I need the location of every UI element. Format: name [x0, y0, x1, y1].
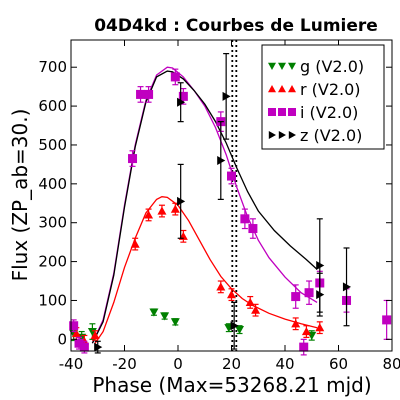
x-tick-label: 60	[329, 355, 348, 373]
data-point-0-7	[235, 326, 245, 335]
data-point-2-5	[144, 89, 154, 99]
data-point-2-10	[240, 214, 250, 224]
data-point-1-6	[170, 204, 180, 213]
legend-marker-1-0	[268, 85, 276, 93]
data-point-3-1	[177, 196, 186, 206]
y-tick-label: 200	[38, 253, 67, 271]
data-point-3-3	[217, 156, 226, 166]
data-point-3-8	[342, 282, 352, 292]
data-point-3-2	[177, 97, 186, 107]
x-tick-label: 20	[222, 355, 241, 373]
model-curve-3	[91, 70, 318, 344]
legend-marker-2-1	[278, 108, 286, 116]
data-point-1-12	[291, 319, 301, 328]
data-point-1-5	[157, 206, 167, 215]
axis-ticks: -40 -20 0 20 40 60 80 0 100 200 300 400 500 600 700	[38, 40, 400, 373]
data-point-2-3	[128, 154, 138, 164]
legend-box	[261, 44, 385, 150]
y-tick-label: 600	[38, 97, 67, 115]
data-point-2-11	[248, 224, 258, 234]
data-point-3-5	[230, 321, 239, 331]
data-point-3-0	[94, 342, 103, 352]
vertical-lines	[231, 40, 238, 351]
x-axis-label: Phase (Max=53268.21 mjd)	[92, 373, 371, 397]
legend-label-1: r (V2.0)	[300, 80, 361, 99]
model-curve-1	[94, 196, 318, 344]
data-point-0-4	[160, 312, 170, 321]
data-point-0-3	[149, 308, 159, 317]
chart-title: 04D4kd : Courbes de Lumiere	[94, 16, 378, 36]
legend-marker-3-0	[268, 131, 276, 139]
legend-marker-2-2	[288, 108, 296, 116]
data-point-2-15	[299, 342, 309, 352]
y-tick-label: 700	[38, 58, 67, 76]
legend-marker-0-0	[268, 62, 276, 70]
data-point-2-1	[74, 338, 84, 348]
legend-label-0: g (V2.0)	[300, 57, 364, 76]
data-point-0-5	[170, 318, 180, 327]
legend-marker-2-0	[268, 108, 276, 116]
y-axis-label: Flux (ZP_ab=30.)	[8, 109, 32, 282]
legend-marker-0-1	[278, 62, 286, 70]
data-point-0-2	[87, 327, 97, 337]
data-points	[69, 53, 392, 356]
x-tick-label: -20	[112, 355, 137, 373]
data-point-2-12	[291, 292, 301, 302]
legend-label-3: z (V2.0)	[300, 126, 362, 145]
y-tick-label: 300	[38, 214, 67, 232]
x-tick-label: -40	[59, 355, 84, 373]
data-point-3-4	[222, 91, 231, 101]
data-point-1-9	[227, 290, 236, 299]
data-point-1-4	[144, 210, 154, 219]
y-tick-label: 0	[57, 330, 67, 348]
legend-marker-1-1	[278, 85, 286, 93]
data-point-1-10	[245, 297, 255, 307]
data-point-2-0	[69, 321, 79, 331]
legend-marker-3-2	[288, 131, 296, 139]
data-point-2-13	[304, 288, 314, 298]
data-point-3-7	[316, 290, 325, 300]
legend-marker-3-1	[278, 131, 286, 139]
legend: g (V2.0) r (V2.0) i (V2.0) z (V2.0)	[261, 44, 385, 150]
data-point-1-0	[71, 329, 81, 338]
data-point-1-13	[301, 327, 311, 336]
data-point-3-6	[316, 260, 325, 270]
data-point-2-7	[178, 91, 188, 101]
data-point-1-3	[130, 239, 140, 248]
data-point-2-4	[136, 89, 146, 99]
data-point-1-11	[251, 305, 261, 314]
model-curves	[91, 66, 318, 344]
x-tick-label: 80	[382, 355, 400, 373]
y-tick-label: 500	[38, 136, 67, 154]
data-point-1-8	[216, 282, 226, 291]
data-point-2-9	[227, 171, 236, 181]
data-point-2-17	[382, 315, 392, 325]
x-tick-label: 0	[173, 355, 183, 373]
y-tick-label: 100	[38, 291, 67, 309]
legend-label-2: i (V2.0)	[300, 103, 358, 122]
legend-marker-1-2	[288, 85, 296, 93]
data-point-1-2	[90, 330, 100, 340]
legend-marker-0-2	[288, 62, 296, 70]
x-tick-label: 40	[275, 355, 294, 373]
y-tick-label: 400	[38, 175, 67, 193]
data-point-2-2	[79, 342, 89, 352]
data-point-2-6	[170, 72, 180, 82]
data-point-1-14	[315, 323, 325, 332]
